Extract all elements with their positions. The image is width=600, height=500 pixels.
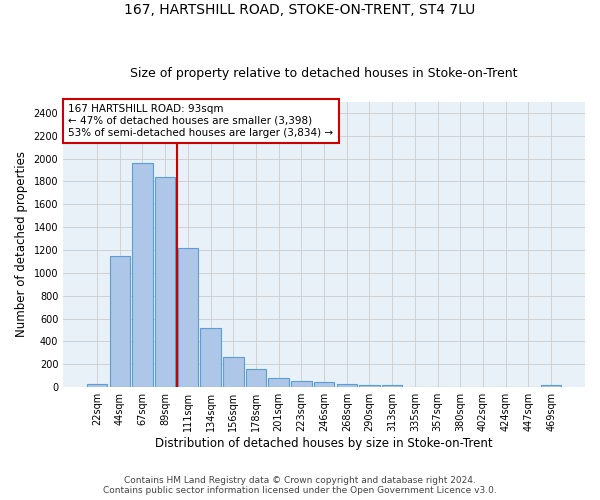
- Bar: [337, 384, 357, 387]
- Text: 167 HARTSHILL ROAD: 93sqm
← 47% of detached houses are smaller (3,398)
53% of se: 167 HARTSHILL ROAD: 93sqm ← 47% of detac…: [68, 104, 334, 138]
- X-axis label: Distribution of detached houses by size in Stoke-on-Trent: Distribution of detached houses by size …: [155, 437, 493, 450]
- Bar: [200, 328, 221, 387]
- Bar: [541, 385, 561, 387]
- Bar: [155, 177, 175, 387]
- Bar: [87, 384, 107, 387]
- Bar: [359, 385, 380, 387]
- Bar: [110, 256, 130, 387]
- Text: Contains HM Land Registry data © Crown copyright and database right 2024.
Contai: Contains HM Land Registry data © Crown c…: [103, 476, 497, 495]
- Bar: [382, 386, 403, 387]
- Title: Size of property relative to detached houses in Stoke-on-Trent: Size of property relative to detached ho…: [130, 66, 518, 80]
- Bar: [178, 248, 198, 387]
- Bar: [132, 163, 153, 387]
- Bar: [223, 357, 244, 387]
- Bar: [268, 378, 289, 387]
- Bar: [291, 382, 311, 387]
- Y-axis label: Number of detached properties: Number of detached properties: [15, 152, 28, 338]
- Bar: [246, 370, 266, 387]
- Text: 167, HARTSHILL ROAD, STOKE-ON-TRENT, ST4 7LU: 167, HARTSHILL ROAD, STOKE-ON-TRENT, ST4…: [124, 2, 476, 16]
- Bar: [314, 382, 334, 387]
